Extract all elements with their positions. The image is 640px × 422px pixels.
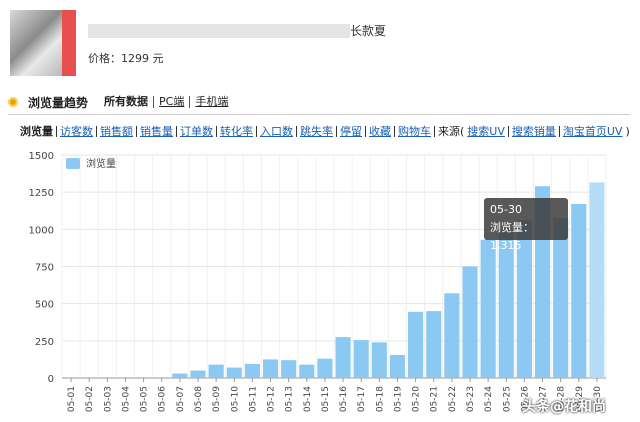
metric-tab-visitors[interactable]: 访客数	[56, 126, 96, 137]
y-tick-label: 250	[35, 337, 54, 348]
bar-05-30	[589, 182, 605, 378]
metric-tab-entries[interactable]: 入口数	[256, 126, 296, 137]
y-tick-label: 1000	[29, 225, 54, 236]
scope-tab-mobile[interactable]: 手机端	[189, 96, 233, 108]
x-tick-label: 05-24	[484, 386, 494, 412]
bar-05-24	[480, 239, 496, 378]
y-tick-label: 1500	[29, 151, 54, 162]
bar-05-15	[317, 358, 333, 378]
x-tick-label: 05-01	[67, 386, 77, 412]
x-tick-label: 05-21	[430, 386, 440, 412]
source-tab-home-uv[interactable]: 淘宝首页UV	[558, 126, 626, 137]
metric-tab-stay[interactable]: 停留	[336, 126, 365, 137]
chart-tooltip: 05-30 浏览量：1,315	[484, 198, 568, 252]
section-header: 浏览量趋势 所有数据 PC端 手机端	[8, 94, 233, 110]
bar-05-22	[444, 293, 460, 378]
x-tick-label: 05-03	[103, 386, 113, 412]
metric-tab-conversion[interactable]: 转化率	[216, 126, 256, 137]
x-tick-label: 05-18	[375, 386, 385, 412]
y-tick-label: 1250	[29, 188, 54, 199]
metric-tabs: 浏览量 访客数 销售额 销售量 订单数 转化率 入口数 跳失率 停留 收藏 购物…	[20, 126, 633, 137]
bar-05-18	[371, 342, 387, 378]
bar-05-07	[172, 373, 188, 378]
x-tick-label: 05-27	[539, 386, 549, 412]
x-tick-label: 05-08	[194, 386, 204, 412]
x-tick-label: 05-05	[140, 386, 150, 412]
bar-05-11	[244, 363, 260, 378]
watermark: 头条@花和尚	[522, 399, 606, 415]
x-tick-label: 05-14	[303, 386, 313, 412]
source-close: )	[625, 125, 630, 138]
x-tick-label: 05-13	[285, 386, 295, 412]
x-tick-label: 05-10	[230, 386, 240, 412]
bar-05-25	[498, 229, 514, 378]
product-title[interactable]: 长款夏	[350, 24, 387, 38]
legend-label: 浏览量	[86, 157, 116, 170]
bar-05-13	[281, 360, 297, 378]
x-tick-label: 05-11	[248, 386, 258, 412]
bar-05-16	[335, 337, 351, 378]
metric-tab-sales-amount[interactable]: 销售额	[96, 126, 136, 137]
bar-05-19	[389, 354, 406, 378]
divider	[8, 114, 630, 115]
tooltip-value: 浏览量：1,315	[490, 221, 534, 252]
x-tick-label: 05-26	[520, 386, 530, 412]
tooltip-date: 05-30	[490, 203, 522, 216]
source-tab-search-uv[interactable]: 搜索UV	[467, 125, 505, 138]
legend-swatch	[66, 158, 80, 169]
bar-05-23	[462, 266, 478, 378]
x-tick-label: 05-12	[267, 386, 277, 412]
source-label: 来源(	[434, 126, 467, 137]
thumbnail-redaction	[62, 10, 76, 76]
bar-05-12	[262, 359, 279, 378]
x-tick-label: 05-20	[412, 386, 422, 412]
bar-05-14	[299, 364, 315, 378]
source-tab-search-sales[interactable]: 搜索销量	[507, 126, 559, 137]
x-tick-label: 05-17	[357, 386, 367, 412]
bar-05-26	[516, 220, 532, 378]
product-title-redacted	[88, 24, 350, 38]
x-tick-label: 05-02	[85, 386, 95, 412]
y-tick-label: 0	[48, 374, 54, 385]
bar-05-28	[553, 218, 569, 378]
x-tick-label: 05-30	[593, 386, 603, 412]
bar-05-09	[208, 364, 224, 378]
metric-tab-cart[interactable]: 购物车	[394, 126, 434, 137]
bar-05-21	[426, 311, 442, 378]
bar-05-29	[571, 204, 587, 378]
y-tick-label: 500	[35, 300, 54, 311]
x-tick-label: 05-29	[575, 386, 585, 412]
x-tick-label: 05-15	[321, 386, 331, 412]
bar-05-20	[408, 311, 424, 378]
metric-tab-pageviews[interactable]: 浏览量	[20, 125, 53, 138]
x-tick-label: 05-06	[158, 386, 168, 412]
section-title: 浏览量趋势	[28, 95, 89, 110]
product-price: 价格：1299 元	[88, 52, 164, 65]
metric-tab-sales-volume[interactable]: 销售量	[136, 126, 176, 137]
metric-tab-orders[interactable]: 订单数	[176, 126, 216, 137]
x-tick-label: 05-19	[393, 386, 403, 412]
metric-tab-favorites[interactable]: 收藏	[365, 126, 394, 137]
x-tick-label: 05-25	[502, 386, 512, 412]
x-tick-label: 05-04	[121, 386, 131, 412]
x-tick-label: 05-22	[448, 386, 458, 412]
metric-tab-bounce[interactable]: 跳失率	[296, 126, 336, 137]
x-tick-label: 05-07	[176, 386, 186, 412]
y-tick-label: 750	[35, 263, 54, 274]
x-tick-label: 05-09	[212, 386, 222, 412]
section-bullet-icon	[8, 97, 18, 107]
product-header: 长款夏 价格：1299 元	[0, 0, 640, 84]
bar-05-08	[190, 370, 206, 378]
bar-05-10	[226, 367, 242, 378]
x-tick-label: 05-16	[339, 386, 349, 412]
x-tick-label: 05-28	[557, 386, 567, 412]
scope-tab-pc[interactable]: PC端	[153, 96, 189, 108]
bar-05-17	[353, 340, 369, 378]
x-tick-label: 05-23	[466, 386, 476, 412]
scope-tab-all[interactable]: 所有数据	[104, 95, 149, 108]
